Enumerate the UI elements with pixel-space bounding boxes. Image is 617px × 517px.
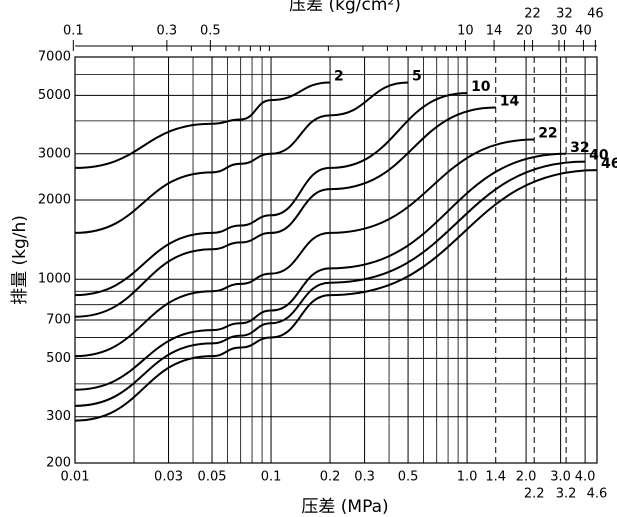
x-tick-label: 3.2 <box>556 487 577 502</box>
y-tick-label: 1000 <box>38 272 71 287</box>
series-line <box>74 81 331 169</box>
x2-tick-label: 0.3 <box>157 24 178 39</box>
y-tick-label: 500 <box>46 351 71 366</box>
x-tick-label: 0.01 <box>61 470 90 485</box>
y-tick-label: 3000 <box>38 146 71 161</box>
x-tick-label: 4.6 <box>587 487 608 502</box>
y-axis-title: 排量 (kg/h) <box>10 215 30 305</box>
x2-tick-label: 22 <box>524 7 541 22</box>
series-line <box>74 169 598 422</box>
x2-tick-label: 14 <box>486 24 503 39</box>
y-tick-label: 300 <box>46 409 71 424</box>
top-axis-title: 压差 (kg/cm²) <box>289 0 401 15</box>
x2-tick-label: 10 <box>457 24 474 39</box>
x-tick-label: 0.2 <box>320 470 341 485</box>
y-tick-label: 5000 <box>38 88 71 103</box>
x-tick-label: 0.05 <box>198 470 227 485</box>
series-line <box>74 81 409 234</box>
x-tick-label: 0.1 <box>261 470 282 485</box>
series-label: 14 <box>500 93 520 109</box>
y-tick-label: 200 <box>46 456 71 471</box>
y-tick-label: 2000 <box>38 193 71 208</box>
x-tick-label: 3.0 <box>550 470 571 485</box>
series-line <box>74 106 496 318</box>
x2-tick-label: 46 <box>587 7 604 22</box>
series-line <box>74 92 468 297</box>
x2-tick-label: 30 <box>551 24 568 39</box>
series-label: 32 <box>570 140 589 156</box>
x-tick-label: 0.3 <box>354 470 375 485</box>
x-axis-title: 压差 (MPa) <box>301 497 388 517</box>
series-line <box>74 160 586 407</box>
x-tick-label: 1.0 <box>457 470 478 485</box>
series-line <box>74 152 567 391</box>
x2-tick-label: 32 <box>556 7 573 22</box>
series-label: 10 <box>471 79 491 95</box>
plot-frame <box>74 56 598 464</box>
series-label: 2 <box>334 68 344 84</box>
x-tick-label: 4.0 <box>575 470 596 485</box>
x2-tick-label: 0.5 <box>200 24 221 39</box>
y-tick-label: 7000 <box>38 50 71 65</box>
x2-tick-label: 20 <box>516 24 533 39</box>
x-tick-label: 2.2 <box>524 487 545 502</box>
series-label: 5 <box>412 68 422 84</box>
series-label: 22 <box>538 125 557 141</box>
x-tick-label: 2.0 <box>516 470 537 485</box>
x-tick-label: 0.5 <box>398 470 419 485</box>
x2-tick-label: 0.1 <box>63 24 84 39</box>
y-tick-label: 700 <box>46 312 71 327</box>
series-line <box>74 138 535 358</box>
series-label: 40 <box>589 148 609 164</box>
x-tick-label: 0.03 <box>154 470 183 485</box>
x-tick-label: 1.4 <box>485 470 506 485</box>
series-label: 46 <box>601 156 617 172</box>
x2-tick-label: 40 <box>575 24 592 39</box>
